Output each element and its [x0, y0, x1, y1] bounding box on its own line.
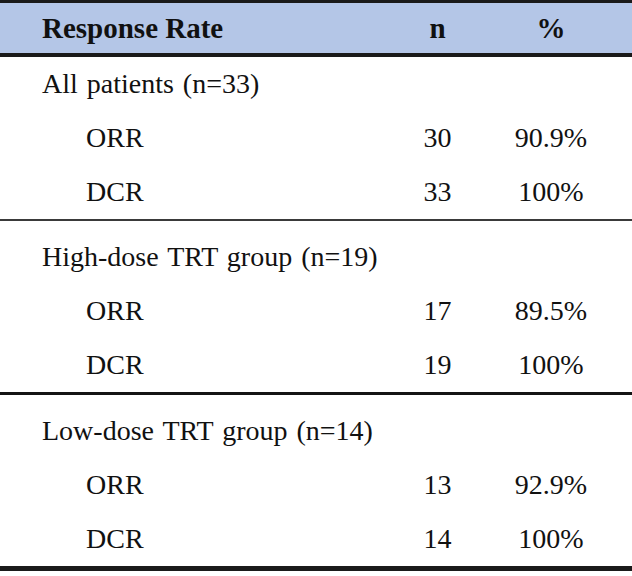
table-row: ORR 13 92.9% — [0, 458, 632, 512]
row-n-value: 13 — [390, 469, 485, 501]
header-percent: % — [485, 12, 617, 45]
group-label: High-dose TRT group (n=19) — [0, 241, 632, 273]
table-row: DCR 19 100% — [0, 338, 632, 392]
table-row: ORR 17 89.5% — [0, 284, 632, 338]
row-n-value: 33 — [390, 176, 485, 208]
header-n: n — [390, 12, 485, 45]
row-label: DCR — [0, 349, 390, 381]
header-response-rate: Response Rate — [0, 12, 390, 45]
row-n-value: 19 — [390, 349, 485, 381]
row-pct-value: 100% — [485, 523, 617, 555]
group-header-row: Low-dose TRT group (n=14) — [0, 404, 632, 458]
row-pct-value: 100% — [485, 349, 617, 381]
row-pct-value: 90.9% — [485, 122, 617, 154]
row-n-value: 30 — [390, 122, 485, 154]
row-label: ORR — [0, 295, 390, 327]
table-row: DCR 33 100% — [0, 165, 632, 219]
row-label: ORR — [0, 469, 390, 501]
row-pct-value: 92.9% — [485, 469, 617, 501]
row-label: DCR — [0, 176, 390, 208]
row-pct-value: 89.5% — [485, 295, 617, 327]
response-rate-table: Response Rate n % All patients (n=33) OR… — [0, 0, 632, 571]
table-row: DCR 14 100% — [0, 512, 632, 566]
group-label: Low-dose TRT group (n=14) — [0, 415, 632, 447]
row-n-value: 14 — [390, 523, 485, 555]
section-high-dose-trt: High-dose TRT group (n=19) ORR 17 89.5% … — [0, 221, 632, 392]
section-low-dose-trt: Low-dose TRT group (n=14) ORR 13 92.9% D… — [0, 395, 632, 566]
row-label: ORR — [0, 122, 390, 154]
row-label: DCR — [0, 523, 390, 555]
row-n-value: 17 — [390, 295, 485, 327]
table-row: ORR 30 90.9% — [0, 111, 632, 165]
section-all-patients: All patients (n=33) ORR 30 90.9% DCR 33 … — [0, 57, 632, 219]
group-label: All patients (n=33) — [0, 68, 632, 100]
table-header-row: Response Rate n % — [0, 3, 632, 57]
group-header-row: All patients (n=33) — [0, 57, 632, 111]
row-pct-value: 100% — [485, 176, 617, 208]
group-header-row: High-dose TRT group (n=19) — [0, 230, 632, 284]
